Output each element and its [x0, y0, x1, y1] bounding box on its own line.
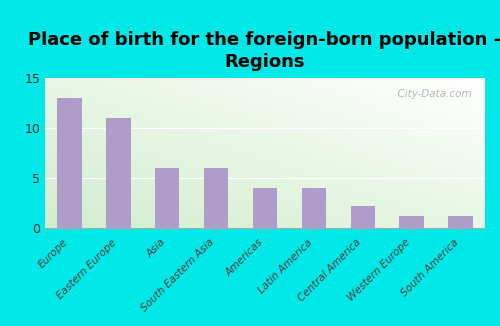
Bar — [350, 206, 375, 228]
Text: City-Data.com: City-Data.com — [391, 89, 472, 99]
Bar — [302, 188, 326, 228]
Bar — [253, 188, 277, 228]
Bar — [204, 168, 229, 228]
Bar — [448, 216, 473, 228]
Title: Place of birth for the foreign-born population -
Regions: Place of birth for the foreign-born popu… — [28, 31, 500, 71]
Bar — [400, 216, 424, 228]
Bar — [106, 118, 130, 228]
Bar — [57, 98, 82, 228]
Bar — [155, 168, 180, 228]
